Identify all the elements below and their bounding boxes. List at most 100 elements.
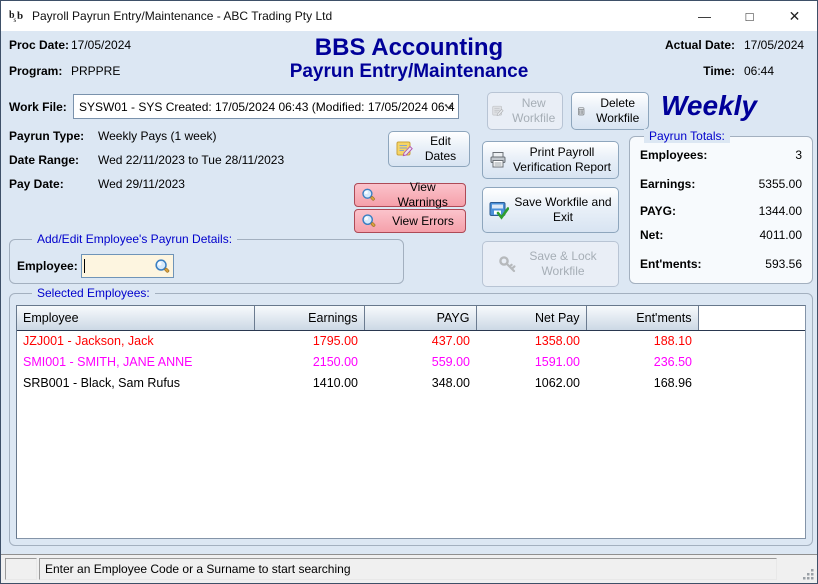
cell-payg: 437.00 [431, 333, 470, 348]
delete-workfile-label: Delete Workfile [596, 96, 640, 125]
magnifier-icon [362, 188, 375, 201]
edit-dates-icon [396, 141, 413, 157]
key-icon [499, 256, 516, 273]
svg-text:b: b [17, 10, 23, 22]
employee-search-input[interactable] [85, 259, 154, 273]
print-verification-report-button[interactable]: Print Payroll Verification Report [482, 141, 619, 179]
view-errors-label: View Errors [392, 213, 454, 228]
employee-table: Employee Earnings PAYG Net Pay Ent'ments… [16, 305, 806, 539]
totals-value: 5355.00 [758, 177, 802, 191]
col-header-entments[interactable]: Ent'ments [586, 306, 699, 331]
employee-label: Employee: [17, 259, 78, 273]
totals-value: 593.56 [765, 257, 802, 271]
program-value: PRPPRE [71, 64, 121, 78]
totals-label: Earnings: [640, 177, 696, 191]
view-warnings-label: View Warnings [397, 180, 448, 209]
totals-value: 1344.00 [758, 204, 802, 218]
title-bar: b s b Payroll Payrun Entry/Maintenance -… [1, 1, 817, 31]
selected-employees-title: Selected Employees: [32, 286, 155, 300]
workfile-label: Work File: [9, 100, 67, 114]
new-workfile-icon [492, 105, 504, 116]
delete-workfile-button[interactable]: Delete Workfile [571, 92, 649, 130]
minimize-button[interactable]: — [698, 8, 711, 24]
payrun-totals-group: Payrun Totals: Employees: 3 Earnings: 53… [629, 129, 813, 284]
payrun-frequency-banner: Weekly [661, 90, 757, 121]
workfile-selected-option: SYSW01 - SYS Created: 17/05/2024 06:43 (… [79, 99, 455, 114]
time-label: Time: [703, 64, 735, 78]
view-warnings-button[interactable]: View Warnings [354, 180, 466, 209]
cell-net_pay: 1062.00 [534, 375, 580, 390]
trash-icon [578, 107, 585, 116]
window-controls: — □ ✕ [682, 1, 817, 31]
edit-dates-label: Edit Dates [424, 134, 457, 163]
save-workfile-exit-button[interactable]: Save Workfile and Exit [482, 187, 619, 233]
maximize-button[interactable]: □ [745, 8, 754, 24]
totals-row-net: Net: 4011.00 [640, 228, 802, 246]
totals-row-entments: Ent'ments: 593.56 [640, 257, 802, 275]
cell-employee: JZJ001 - Jackson, Jack [23, 333, 154, 348]
payrun-type-label: Payrun Type: [9, 129, 85, 143]
app-title: BBS Accounting [314, 34, 504, 61]
view-errors-button[interactable]: View Errors [354, 209, 466, 233]
cell-earnings: 2150.00 [312, 354, 358, 369]
printer-icon [490, 152, 506, 168]
edit-dates-button[interactable]: Edit Dates [388, 131, 470, 167]
totals-row-earnings: Earnings: 5355.00 [640, 177, 802, 195]
resize-grip[interactable] [801, 567, 815, 581]
search-icon[interactable] [154, 258, 171, 275]
employee-row[interactable]: JZJ001 - Jackson, Jack 1795.00 437.00 1358.… [17, 330, 805, 351]
window-title: Payroll Payrun Entry/Maintenance - ABC T… [32, 9, 333, 23]
new-workfile-button[interactable]: New Workfile [487, 92, 563, 130]
col-header-netpay[interactable]: Net Pay [476, 306, 587, 331]
totals-label: Ent'ments: [640, 257, 702, 271]
workfile-select[interactable]: SYSW01 - SYS Created: 17/05/2024 06:43 (… [73, 94, 459, 119]
cell-spacer [698, 351, 805, 372]
col-header-payg[interactable]: PAYG [364, 306, 477, 331]
cell-entments: 188.10 [653, 333, 692, 348]
save-workfile-exit-label: Save Workfile and Exit [514, 195, 612, 224]
employee-row[interactable]: SMI001 - SMITH, JANE ANNE 2150.00 559.00 15… [17, 351, 805, 372]
col-header-spacer [698, 306, 805, 331]
selected-employees-group: Selected Employees: Employee Earnings PA… [9, 286, 813, 546]
totals-label: PAYG: [640, 204, 677, 218]
totals-row-payg: PAYG: 1344.00 [640, 204, 802, 222]
employee-table-body: JZJ001 - Jackson, Jack 1795.00 437.00 1358.… [17, 330, 805, 393]
cell-net_pay: 1358.00 [534, 333, 580, 348]
col-header-earnings[interactable]: Earnings [254, 306, 365, 331]
totals-value: 4011.00 [759, 228, 803, 242]
cell-payg: 559.00 [431, 354, 470, 369]
status-bar: Enter an Employee Code or a Surname to s… [1, 554, 817, 583]
employee-row[interactable]: SRB001 - Black, Sam Rufus 1410.00 348.00 10… [17, 372, 805, 393]
cell-spacer [698, 330, 805, 351]
cell-entments: 236.50 [653, 354, 692, 369]
program-label: Program: [9, 64, 63, 78]
totals-row-employees: Employees: 3 [640, 148, 802, 166]
date-range-value: Wed 22/11/2023 to Tue 28/11/2023 [98, 153, 285, 167]
cell-payg: 348.00 [431, 375, 470, 390]
totals-value: 3 [795, 148, 802, 162]
cell-earnings: 1410.00 [312, 375, 358, 390]
totals-label: Employees: [640, 148, 708, 162]
payrun-totals-title: Payrun Totals: [644, 129, 730, 143]
payrun-type-value: Weekly Pays (1 week) [98, 129, 217, 143]
close-button[interactable]: ✕ [788, 7, 801, 24]
screen-title: Payrun Entry/Maintenance [289, 61, 529, 82]
save-lock-workfile-label: Save & Lock Workfile [529, 249, 597, 278]
chevron-down-icon [444, 104, 454, 110]
cell-entments: 168.96 [653, 375, 692, 390]
cell-spacer [698, 372, 805, 393]
employee-table-header: Employee Earnings PAYG Net Pay Ent'ments [17, 306, 805, 331]
save-lock-workfile-button[interactable]: Save & Lock Workfile [482, 241, 619, 287]
proc-date-value: 17/05/2024 [71, 38, 132, 52]
cell-earnings: 1795.00 [312, 333, 358, 348]
col-header-employee[interactable]: Employee [17, 306, 255, 331]
svg-text:s: s [14, 16, 17, 24]
svg-text:b: b [9, 10, 15, 21]
text-caret [84, 259, 85, 273]
status-message: Enter an Employee Code or a Surname to s… [39, 558, 777, 580]
totals-label: Net: [640, 228, 664, 242]
cell-employee: SRB001 - Black, Sam Rufus [23, 375, 181, 390]
app-logo-icon: b s b [9, 10, 23, 24]
actual-date-label: Actual Date: [664, 38, 735, 52]
